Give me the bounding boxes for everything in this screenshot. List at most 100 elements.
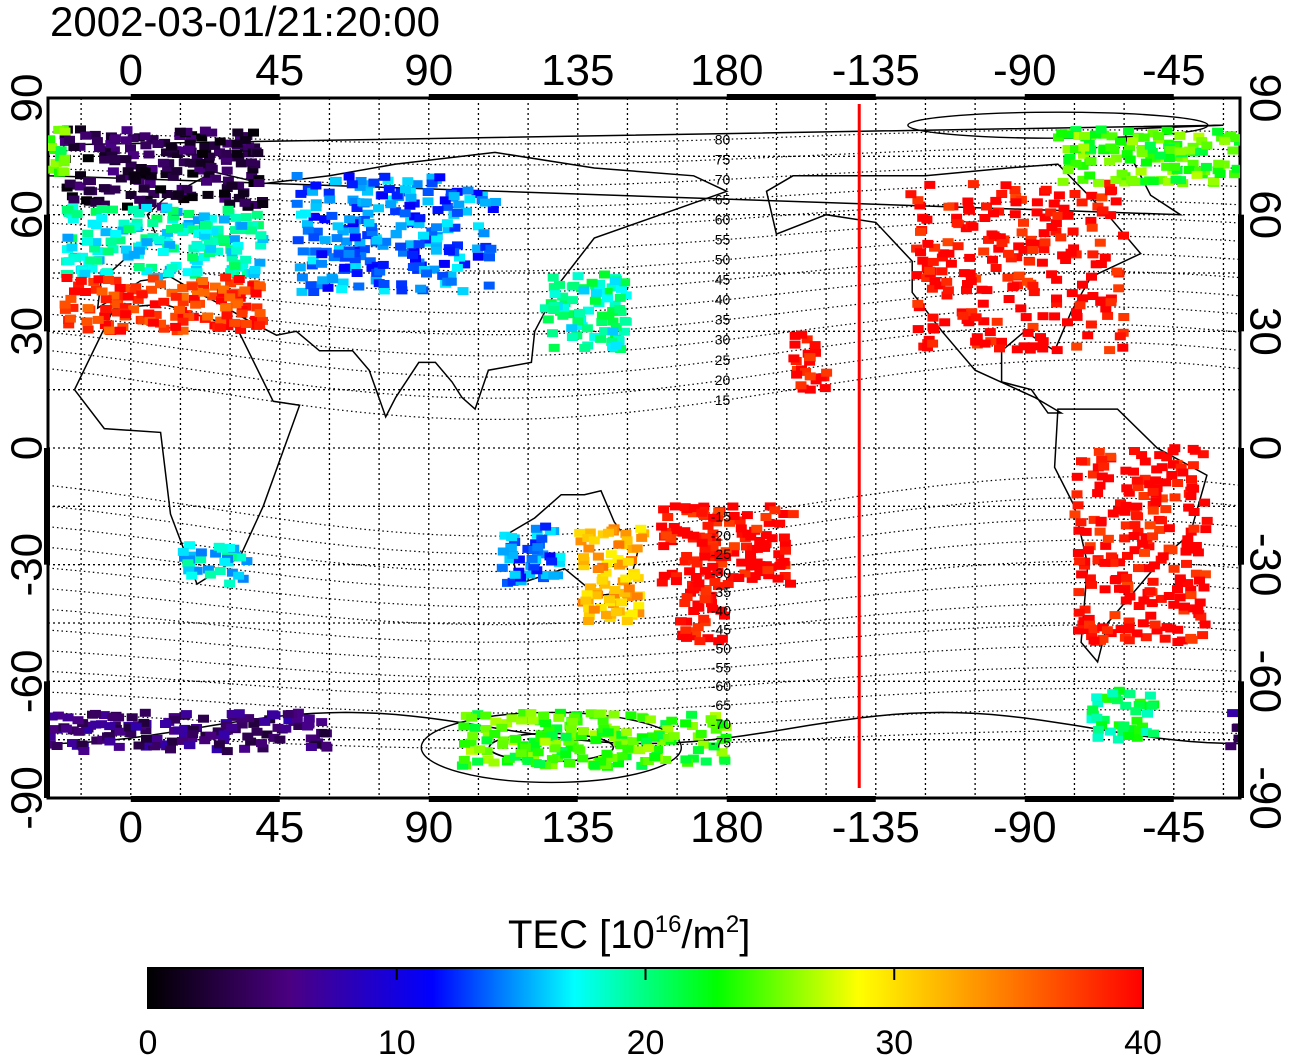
tec-point — [1087, 250, 1099, 259]
tec-point — [791, 370, 803, 379]
tec-point — [584, 528, 596, 537]
tec-point — [69, 254, 81, 263]
tec-point — [316, 718, 328, 727]
tec-point — [1191, 170, 1203, 179]
tec-point — [1195, 612, 1207, 621]
tec-point — [482, 732, 494, 741]
tec-point — [736, 558, 748, 567]
tec-point — [197, 277, 209, 285]
tec-point — [921, 215, 933, 224]
tec-point — [418, 231, 429, 240]
tec-point — [104, 732, 116, 741]
tec-point — [146, 285, 157, 294]
tec-point — [773, 550, 785, 559]
tec-point — [1190, 569, 1202, 578]
tec-point — [120, 245, 132, 254]
colorbar-label-unit: /m — [681, 913, 725, 957]
tec-point — [320, 741, 332, 750]
tec-point — [140, 726, 152, 734]
tec-point — [1046, 270, 1058, 279]
tec-point — [804, 385, 816, 394]
tec-point — [214, 323, 226, 332]
tec-point — [1163, 154, 1175, 162]
tec-point — [1184, 146, 1196, 155]
tec-point — [214, 148, 225, 157]
tec-point — [220, 303, 232, 312]
tec-point — [422, 188, 434, 196]
frame-bar-bottom — [1024, 796, 1174, 802]
tec-point — [631, 592, 643, 601]
tec-point — [680, 626, 692, 635]
tec-point — [590, 591, 602, 600]
tec-point — [936, 253, 948, 262]
tec-point — [728, 542, 740, 551]
tec-point — [186, 571, 198, 580]
tec-point — [1139, 548, 1150, 557]
tec-point — [662, 725, 674, 734]
tec-point — [796, 330, 808, 339]
tec-point — [532, 543, 544, 552]
tec-point — [445, 277, 457, 286]
tec-point — [413, 220, 425, 228]
tec-point — [619, 317, 631, 325]
tec-point — [981, 286, 993, 295]
tec-point — [236, 720, 248, 729]
tec-point — [467, 732, 479, 741]
tec-point — [800, 367, 811, 376]
y-tick-label-left: -60 — [3, 650, 52, 714]
tec-point — [1100, 304, 1112, 313]
tec-point — [130, 722, 142, 731]
tec-point — [187, 169, 199, 178]
tec-point — [682, 530, 693, 539]
tec-point — [157, 158, 169, 167]
tec-point — [1163, 139, 1175, 148]
tec-point — [114, 236, 126, 245]
tec-point — [448, 192, 460, 201]
tec-point — [1154, 451, 1166, 460]
tec-point — [167, 172, 179, 181]
tec-point — [1194, 576, 1205, 585]
tec-point — [549, 744, 561, 753]
tec-point — [1123, 488, 1135, 497]
tec-point — [118, 219, 130, 228]
tec-point — [629, 571, 641, 580]
tec-point — [69, 287, 80, 296]
tec-point — [1062, 130, 1074, 139]
tec-point — [324, 195, 336, 204]
tec-point — [1070, 159, 1082, 168]
tec-point — [1098, 130, 1110, 139]
tec-point — [578, 562, 590, 571]
tec-point — [602, 728, 614, 737]
tec-point — [1165, 624, 1177, 633]
tec-point — [488, 758, 500, 767]
tec-point — [538, 711, 550, 720]
x-tick-label-bottom: 135 — [541, 803, 614, 852]
tec-point — [145, 172, 157, 181]
tec-point — [550, 739, 562, 748]
tec-point — [610, 608, 622, 617]
tec-point — [421, 269, 432, 278]
tec-point — [1121, 573, 1133, 582]
tec-point — [1177, 468, 1189, 477]
tec-point — [1136, 177, 1148, 186]
tec-point — [310, 247, 322, 256]
tec-point — [1181, 539, 1193, 548]
tec-point — [519, 743, 531, 752]
colorbar-tick-label: 10 — [378, 1024, 416, 1057]
tec-point — [1197, 450, 1209, 459]
tec-point — [257, 200, 269, 208]
tec-point — [1138, 133, 1150, 142]
y-tick-label-left: 0 — [3, 436, 52, 460]
contour-label: 30 — [715, 332, 731, 348]
tec-point — [181, 127, 193, 136]
tec-point — [186, 193, 198, 202]
tec-point — [64, 135, 75, 144]
tec-point — [222, 322, 234, 331]
tec-point — [120, 136, 132, 145]
tec-point — [100, 295, 112, 304]
contour-label: 45 — [715, 272, 731, 288]
tec-point — [1137, 539, 1149, 548]
colorbar-label-end: ] — [739, 913, 750, 957]
contour-label: 50 — [715, 252, 731, 268]
